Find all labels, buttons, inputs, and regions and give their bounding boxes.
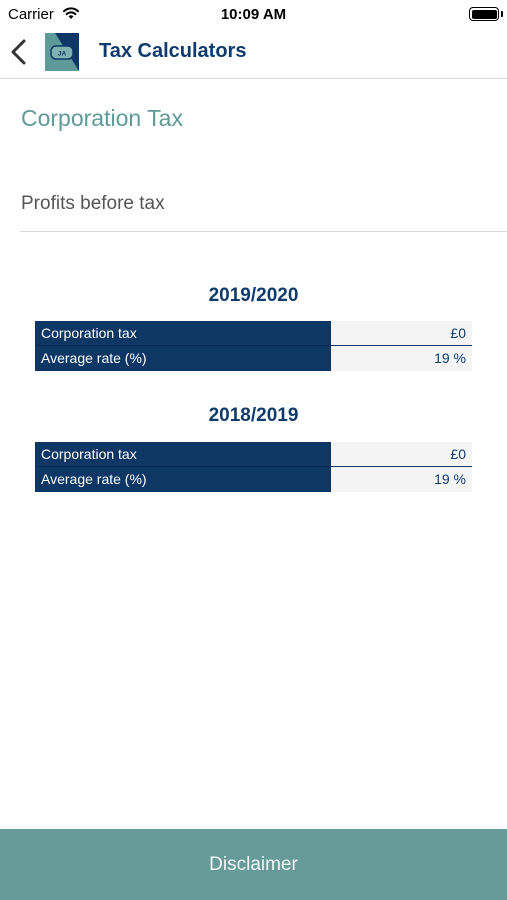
row-label: Average rate (%) <box>35 346 331 371</box>
battery-tip <box>501 11 503 17</box>
year-heading: 2019/2020 <box>208 285 299 306</box>
tax-row-corporation-tax: Corporation tax £0 <box>35 321 472 346</box>
row-label: Corporation tax <box>35 321 331 346</box>
row-value: 19 % <box>331 346 472 371</box>
row-value: 19 % <box>331 467 472 492</box>
profits-field <box>20 180 507 232</box>
profits-before-tax-input[interactable] <box>20 180 507 228</box>
chevron-left-icon <box>11 39 26 65</box>
app-logo-icon: JA <box>45 33 79 71</box>
back-button[interactable] <box>8 38 30 66</box>
tax-row-average-rate: Average rate (%) 19 % <box>35 467 472 492</box>
status-bar: Carrier 10:09 AM <box>0 0 507 28</box>
carrier-label: Carrier <box>8 6 54 23</box>
wifi-icon <box>63 7 79 19</box>
row-label: Corporation tax <box>35 442 331 467</box>
year-block-2019-2020: 2019/2020 Corporation tax £0 Average rat… <box>35 285 472 371</box>
disclaimer-button[interactable]: Disclaimer <box>0 829 507 900</box>
battery-icon <box>469 7 499 21</box>
status-time: 10:09 AM <box>220 6 287 23</box>
tax-row-corporation-tax: Corporation tax £0 <box>35 442 472 467</box>
row-value: £0 <box>331 321 472 346</box>
logo-text: JA <box>58 51 67 58</box>
row-value: £0 <box>331 442 472 467</box>
nav-title: Tax Calculators <box>99 40 247 62</box>
page-title: Corporation Tax <box>21 105 183 131</box>
nav-bar: JA Tax Calculators <box>0 28 507 79</box>
row-label: Average rate (%) <box>35 467 331 492</box>
year-heading: 2018/2019 <box>208 405 299 426</box>
year-block-2018-2019: 2018/2019 Corporation tax £0 Average rat… <box>35 405 472 492</box>
tax-row-average-rate: Average rate (%) 19 % <box>35 346 472 371</box>
